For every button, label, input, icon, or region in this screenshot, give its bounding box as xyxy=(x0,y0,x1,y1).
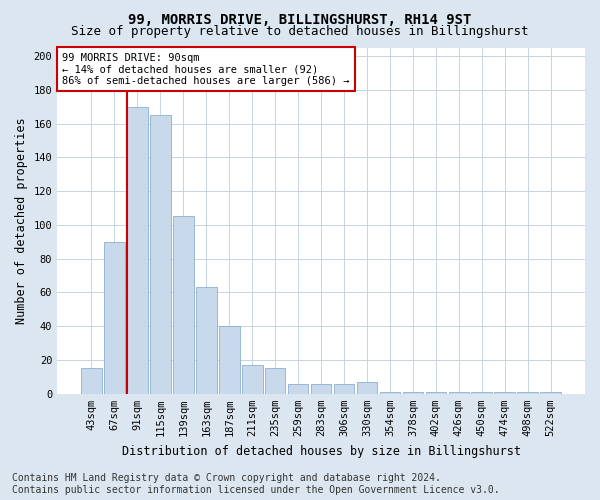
Bar xyxy=(265,368,286,394)
Bar xyxy=(127,106,148,394)
Bar xyxy=(150,115,171,394)
Bar xyxy=(425,392,446,394)
Bar xyxy=(104,242,125,394)
Text: 99 MORRIS DRIVE: 90sqm
← 14% of detached houses are smaller (92)
86% of semi-det: 99 MORRIS DRIVE: 90sqm ← 14% of detached… xyxy=(62,52,350,86)
Bar xyxy=(81,368,102,394)
X-axis label: Distribution of detached houses by size in Billingshurst: Distribution of detached houses by size … xyxy=(122,444,521,458)
Bar xyxy=(541,392,561,394)
Bar xyxy=(334,384,355,394)
Bar xyxy=(356,382,377,394)
Bar xyxy=(403,392,423,394)
Text: 99, MORRIS DRIVE, BILLINGSHURST, RH14 9ST: 99, MORRIS DRIVE, BILLINGSHURST, RH14 9S… xyxy=(128,12,472,26)
Bar xyxy=(196,288,217,394)
Bar xyxy=(173,216,194,394)
Y-axis label: Number of detached properties: Number of detached properties xyxy=(15,118,28,324)
Bar xyxy=(449,392,469,394)
Bar xyxy=(242,365,263,394)
Bar xyxy=(311,384,331,394)
Bar xyxy=(288,384,308,394)
Text: Contains HM Land Registry data © Crown copyright and database right 2024.
Contai: Contains HM Land Registry data © Crown c… xyxy=(12,474,500,495)
Bar xyxy=(517,392,538,394)
Bar xyxy=(472,392,492,394)
Bar xyxy=(494,392,515,394)
Bar xyxy=(219,326,239,394)
Text: Size of property relative to detached houses in Billingshurst: Size of property relative to detached ho… xyxy=(71,25,529,38)
Bar xyxy=(380,392,400,394)
